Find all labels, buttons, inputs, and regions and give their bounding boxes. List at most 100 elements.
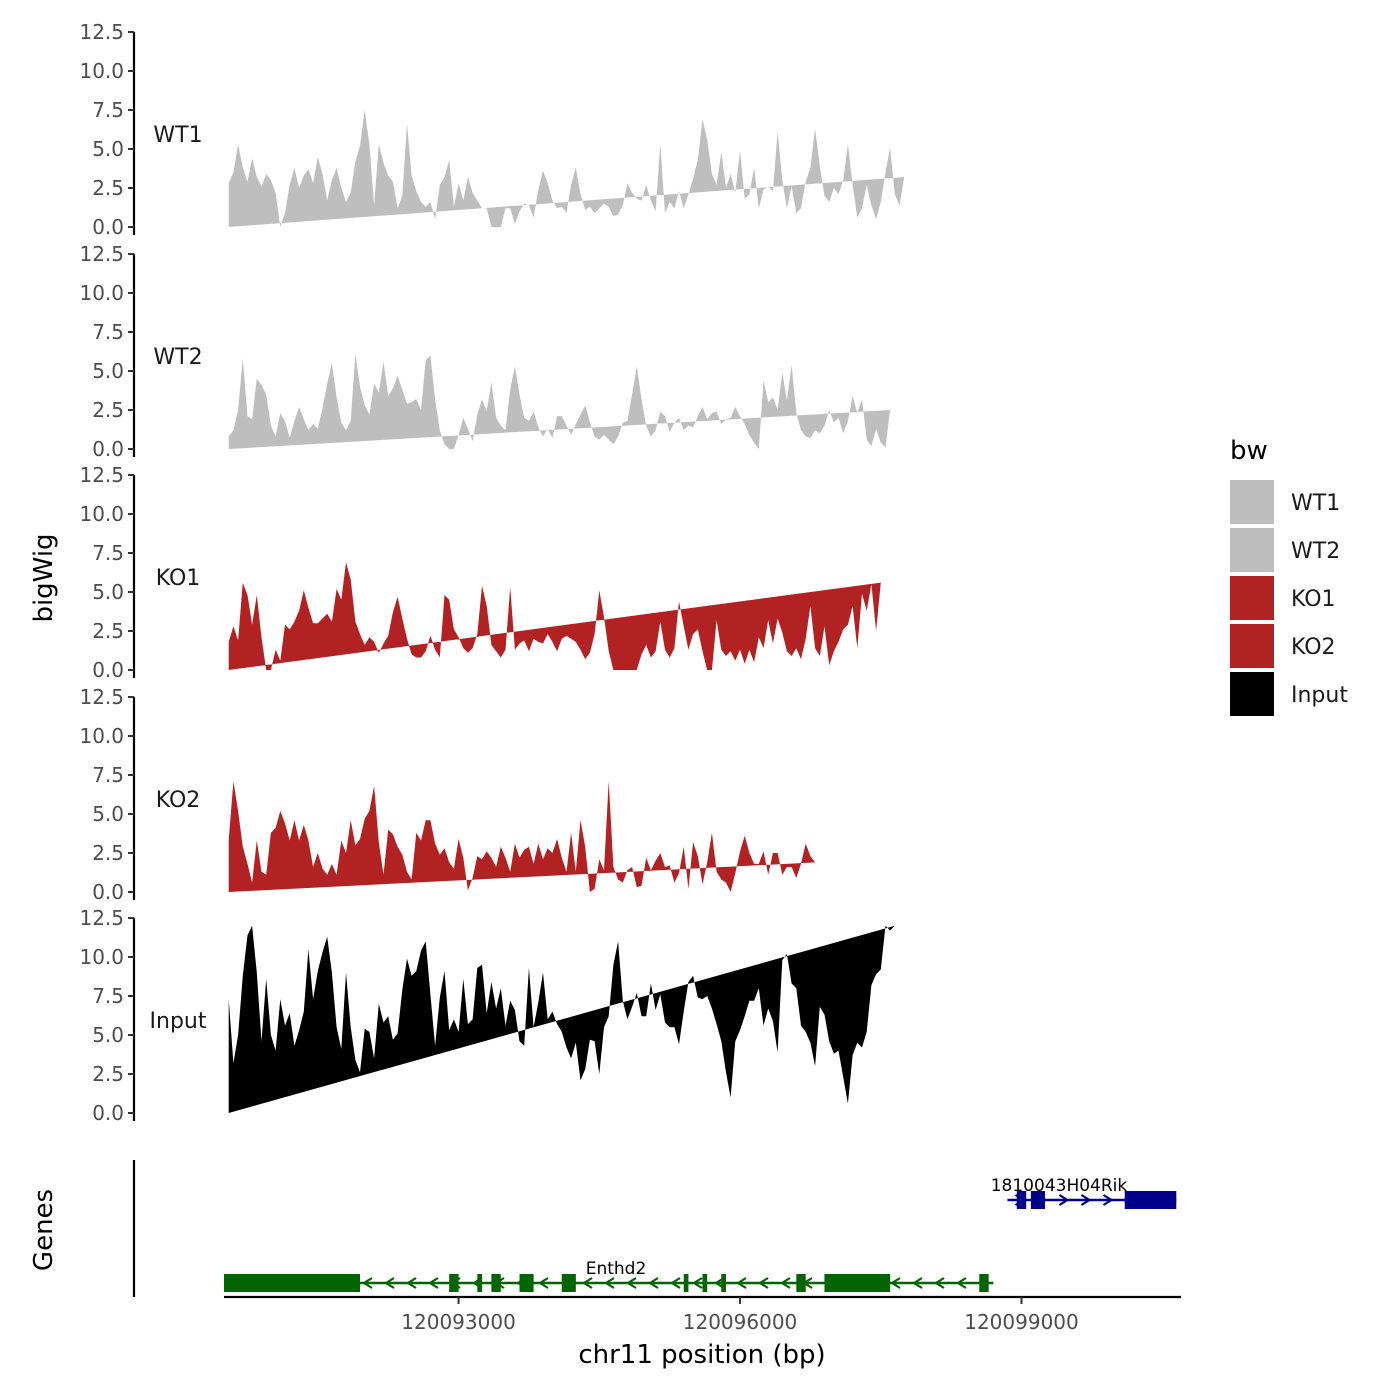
strand-chevron [1058,1194,1070,1206]
gene-exon [477,1274,483,1292]
gene-1810043h04rik: 1810043H04Rik [991,1176,1177,1209]
gene-exon [519,1274,534,1292]
y-axis-title: bigWig [29,533,59,622]
track-label: Input [150,1009,207,1034]
gene-enthd2: Enthd2 [224,1259,994,1292]
gene-exon [561,1274,576,1292]
y-tick-label: 7.5 [92,984,124,1008]
legend-label-wt2: WT2 [1291,539,1340,564]
track-label: KO1 [156,566,201,591]
strand-chevron [933,1277,945,1289]
strand-chevron [581,1277,593,1289]
track-wt1: 0.0 2.5 5.0 7.5 10.0 12.5 WT1 [79,20,905,239]
gene-exon [449,1274,459,1292]
legend-label-wt1: WT1 [1291,491,1340,516]
legend-swatch-wt2 [1230,528,1274,572]
y-tick-label: 10.0 [79,59,124,83]
strand-chevron [779,1277,791,1289]
y-tick-label: 2.5 [92,841,124,865]
y-tick-label: 7.5 [92,98,124,122]
strand-chevron [1102,1194,1114,1206]
legend-label-ko1: KO1 [1291,587,1336,612]
legend-title: bw [1230,436,1268,466]
y-tick-label: 2.5 [92,398,124,422]
y-tick-label: 7.5 [92,541,124,565]
x-tick-label: 120096000 [683,1310,798,1334]
x-tick-label: 120093000 [401,1310,516,1334]
track-ko2: 0.0 2.5 5.0 7.5 10.0 12.5 KO2 [79,685,816,904]
strand-chevron [735,1277,747,1289]
gene-exon [721,1274,726,1292]
x-axis-title: chr11 position (bp) [578,1340,825,1370]
gene-exon [1016,1191,1027,1209]
y-tick-label: 12.5 [79,906,124,930]
y-tick-label: 10.0 [79,945,124,969]
strand-chevron [757,1277,769,1289]
x-tick-label: 120099000 [964,1310,1079,1334]
y-tick-label: 12.5 [79,242,124,266]
strand-chevron [625,1277,637,1289]
track-label: WT1 [153,123,202,148]
y-tick-label: 10.0 [79,502,124,526]
track-wt2: 0.0 2.5 5.0 7.5 10.0 12.5 WT2 [79,242,891,461]
strand-chevron [911,1277,923,1289]
y-tick-label: 12.5 [79,463,124,487]
strand-chevron [691,1277,703,1289]
x-axis: 120093000 120096000 120099000 [224,1295,1181,1334]
y-tick-label: 12.5 [79,20,124,44]
gene-name-label: Enthd2 [586,1259,647,1279]
y-tick-label: 5.0 [92,1023,124,1047]
track-area-wt2 [228,353,891,449]
legend-swatch-wt1 [1230,480,1274,524]
y-tick-label: 2.5 [92,619,124,643]
y-tick-label: 0.0 [92,880,124,904]
y-tick-label: 2.5 [92,176,124,200]
strand-chevron [405,1277,417,1289]
track-label: WT2 [153,345,202,370]
track-input: 0.0 2.5 5.0 7.5 10.0 12.5 Input [79,906,895,1125]
y-tick-label: 12.5 [79,685,124,709]
track-label: KO2 [156,788,201,813]
y-tick-label: 5.0 [92,580,124,604]
track-area-ko1 [228,562,881,670]
strand-chevron [669,1277,681,1289]
strand-chevron [383,1277,395,1289]
strand-chevron [537,1277,549,1289]
legend-swatch-ko1 [1230,576,1274,620]
strand-chevron [955,1277,967,1289]
gene-exon [702,1274,708,1292]
y-tick-label: 5.0 [92,359,124,383]
track-area-ko2 [228,781,816,892]
strand-chevron [361,1277,373,1289]
gene-exon [979,1274,989,1292]
y-tick-label: 0.0 [92,215,124,239]
gene-exon [824,1274,891,1292]
y-tick-label: 0.0 [92,1101,124,1125]
gene-exon [796,1274,806,1292]
track-area-input [228,925,895,1113]
coverage-tracks: 0.0 2.5 5.0 7.5 10.0 12.5 WT1 0.0 2.5 5.0 7.5 10.0 1… [79,20,905,1125]
legend-swatch-input [1230,672,1274,716]
strand-chevron [603,1277,615,1289]
track-area-wt1 [228,110,905,227]
y-tick-label: 10.0 [79,281,124,305]
strand-chevron [647,1277,659,1289]
gene-exon [1124,1191,1177,1209]
strand-chevron [427,1277,439,1289]
y-tick-label: 7.5 [92,320,124,344]
legend-swatch-ko2 [1230,624,1274,668]
strand-chevron [1080,1194,1092,1206]
gene-exon [224,1274,361,1292]
y-tick-label: 7.5 [92,763,124,787]
y-tick-label: 0.0 [92,437,124,461]
gene-exon [491,1274,501,1292]
y-tick-label: 2.5 [92,1062,124,1086]
y-tick-label: 0.0 [92,658,124,682]
y-tick-label: 5.0 [92,137,124,161]
track-ko1: 0.0 2.5 5.0 7.5 10.0 12.5 KO1 [79,463,881,682]
y-tick-label: 10.0 [79,724,124,748]
gene-exon [683,1274,689,1292]
genes-axis-title: Genes [29,1189,59,1271]
gene-track: Enthd2 1810043H04Rik [132,1160,1177,1297]
